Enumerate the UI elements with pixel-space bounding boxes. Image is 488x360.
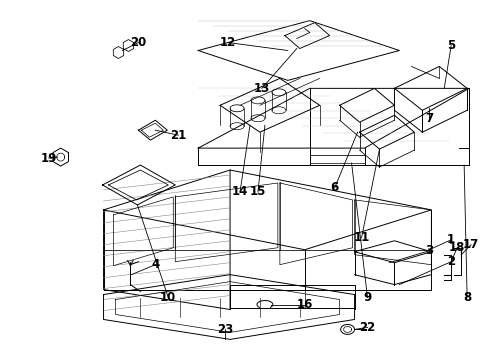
Text: 18: 18 — [448, 241, 465, 254]
Text: 13: 13 — [253, 82, 269, 95]
Text: 2: 2 — [446, 255, 454, 268]
Text: 8: 8 — [462, 291, 470, 304]
Text: 11: 11 — [353, 231, 369, 244]
Text: 9: 9 — [363, 291, 371, 304]
Text: 22: 22 — [359, 321, 375, 334]
Text: 10: 10 — [160, 291, 176, 304]
Text: 21: 21 — [170, 129, 186, 142]
Text: 3: 3 — [425, 244, 432, 257]
Text: 14: 14 — [231, 185, 248, 198]
Text: 20: 20 — [130, 36, 146, 49]
Text: 12: 12 — [220, 36, 236, 49]
Text: 23: 23 — [217, 323, 233, 336]
Text: 19: 19 — [41, 152, 57, 165]
Text: 1: 1 — [446, 233, 454, 246]
Text: 15: 15 — [249, 185, 265, 198]
Text: 4: 4 — [151, 258, 159, 271]
Text: 7: 7 — [425, 112, 432, 125]
Text: 5: 5 — [446, 39, 454, 52]
Text: 6: 6 — [330, 181, 338, 194]
Text: 17: 17 — [462, 238, 478, 251]
Text: 16: 16 — [296, 298, 312, 311]
